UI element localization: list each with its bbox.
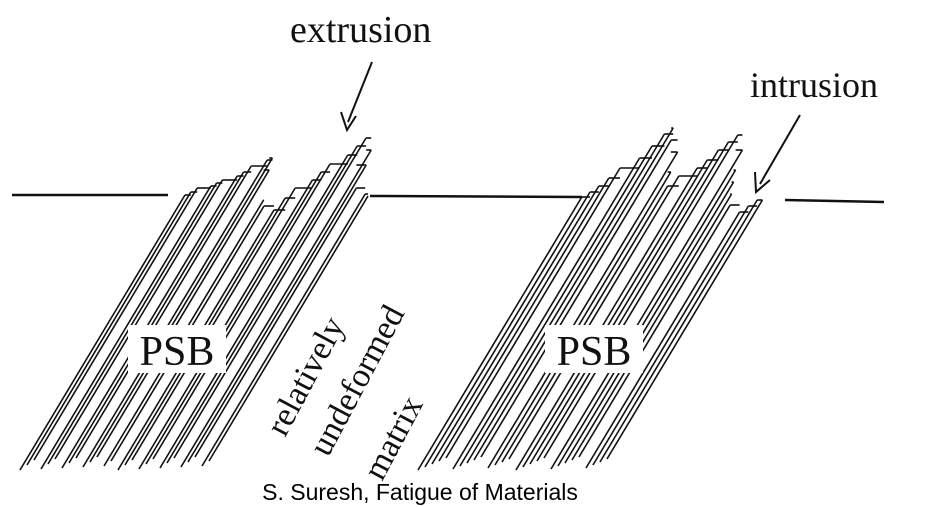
slip-line — [54, 179, 224, 460]
arrow — [759, 114, 801, 185]
slip-line — [75, 165, 252, 459]
slip-line — [173, 137, 367, 459]
slip-line — [19, 194, 186, 471]
slip-line — [424, 191, 591, 468]
slip-line — [564, 181, 735, 464]
slip-line — [592, 205, 750, 466]
slip-line — [138, 179, 314, 470]
label-bg — [128, 325, 226, 373]
slip-line — [536, 141, 730, 462]
slip-line — [487, 151, 679, 469]
slip-line — [480, 139, 672, 458]
extrusion-label: extrusion — [290, 9, 431, 51]
slip-line — [417, 196, 583, 471]
slip-line — [131, 187, 296, 461]
intrusion-label: intrusion — [750, 65, 878, 105]
slip-line — [82, 159, 268, 468]
slip-line — [543, 134, 739, 459]
slip-line — [557, 169, 737, 467]
arrow-head — [754, 171, 771, 195]
slip-line — [152, 163, 331, 460]
slip-line — [522, 159, 708, 468]
slip-line — [47, 182, 218, 465]
surface — [369, 194, 583, 199]
slip-line — [166, 145, 358, 464]
slip-line — [208, 195, 369, 462]
slip-line — [459, 145, 653, 467]
slip-line — [96, 169, 270, 458]
slip-line — [145, 171, 322, 465]
slip-lines — [19, 127, 764, 471]
slip-line — [445, 167, 621, 459]
slip-line — [201, 193, 366, 467]
slip-line — [89, 157, 274, 463]
slip-line — [508, 175, 680, 460]
slip-line — [599, 199, 758, 463]
slip-line — [26, 191, 192, 466]
slip-line — [61, 175, 238, 469]
slip-line — [515, 167, 698, 471]
slip-line — [452, 157, 641, 470]
slip-line — [438, 177, 610, 462]
slip-line — [33, 187, 198, 461]
slip-line — [68, 171, 245, 464]
matrix-label: matrix — [356, 390, 430, 486]
slip-line — [466, 133, 666, 464]
slip-line — [473, 127, 674, 461]
caption: S. Suresh, Fatigue of Materials — [262, 479, 578, 505]
slip-line — [187, 164, 367, 463]
slip-line — [494, 171, 672, 466]
slip-line — [550, 149, 744, 470]
slip-line — [529, 149, 720, 465]
slip-line — [159, 154, 349, 469]
slip-line — [606, 199, 764, 460]
slip-line — [40, 185, 212, 470]
arrow — [347, 61, 373, 123]
label-bg — [545, 325, 643, 373]
slip-line — [431, 185, 600, 465]
band-label: PSB — [140, 329, 215, 375]
slip-line — [571, 193, 733, 461]
slip-line — [585, 211, 741, 469]
slip-line — [501, 185, 669, 463]
band-label: PSB — [557, 329, 632, 375]
slip-line — [180, 149, 372, 468]
arrow-head — [340, 111, 357, 133]
slip-line — [194, 187, 358, 458]
surface — [784, 198, 885, 204]
slip-line — [578, 204, 731, 458]
